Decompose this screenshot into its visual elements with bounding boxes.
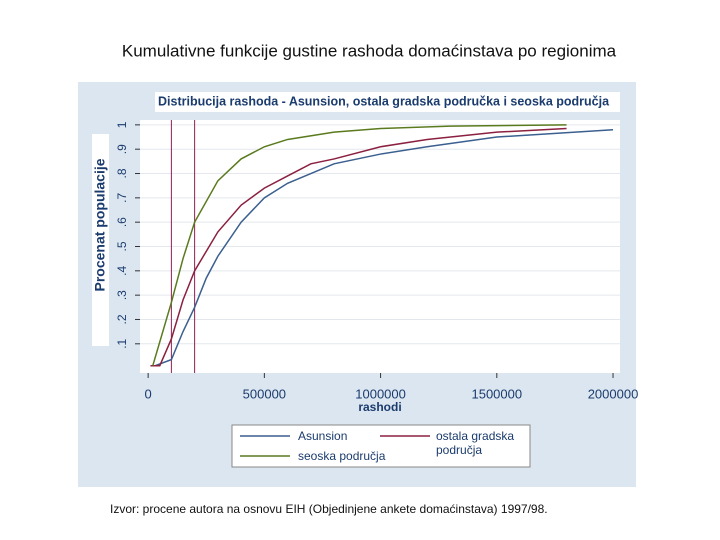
source-note: Izvor: procene autora na osnovu EIH (Obj… <box>110 502 548 516</box>
legend <box>231 424 531 468</box>
series-line <box>152 124 567 366</box>
y-tick-label: .4 <box>115 266 129 276</box>
y-tick-label: .7 <box>115 193 129 203</box>
series-line <box>154 128 614 367</box>
series-line <box>150 127 567 367</box>
x-tick-label: 1000000 <box>355 386 406 401</box>
slide-title: Kumulativne funkcije gustine rashoda dom… <box>122 41 617 60</box>
x-tick-label: 500000 <box>243 386 286 401</box>
title-box <box>155 92 620 112</box>
y-label-box <box>92 134 109 346</box>
y-tick-label: 1 <box>115 121 129 128</box>
chart-title: Distribucija rashoda - Asunsion, ostala … <box>158 94 610 108</box>
y-tick-label: .3 <box>115 290 129 300</box>
y-tick-label: .9 <box>115 144 129 154</box>
legend-label: Asunsion <box>298 429 348 443</box>
x-tick-label: 1500000 <box>471 386 522 401</box>
y-tick-label: .8 <box>115 168 129 178</box>
x-tick-label: 0 <box>145 386 152 401</box>
y-axis-label: Procenat populacije <box>92 158 108 291</box>
y-tick-label: .5 <box>115 241 129 251</box>
y-tick-label: .2 <box>115 314 129 324</box>
x-tick-label: 2000000 <box>588 386 639 401</box>
y-tick-label: .1 <box>115 338 129 348</box>
x-axis-label: rashodi <box>358 400 401 414</box>
legend-label: ostala gradska područja <box>436 429 515 457</box>
y-tick-label: .6 <box>115 217 129 227</box>
legend-label: seoska područja <box>298 449 386 463</box>
